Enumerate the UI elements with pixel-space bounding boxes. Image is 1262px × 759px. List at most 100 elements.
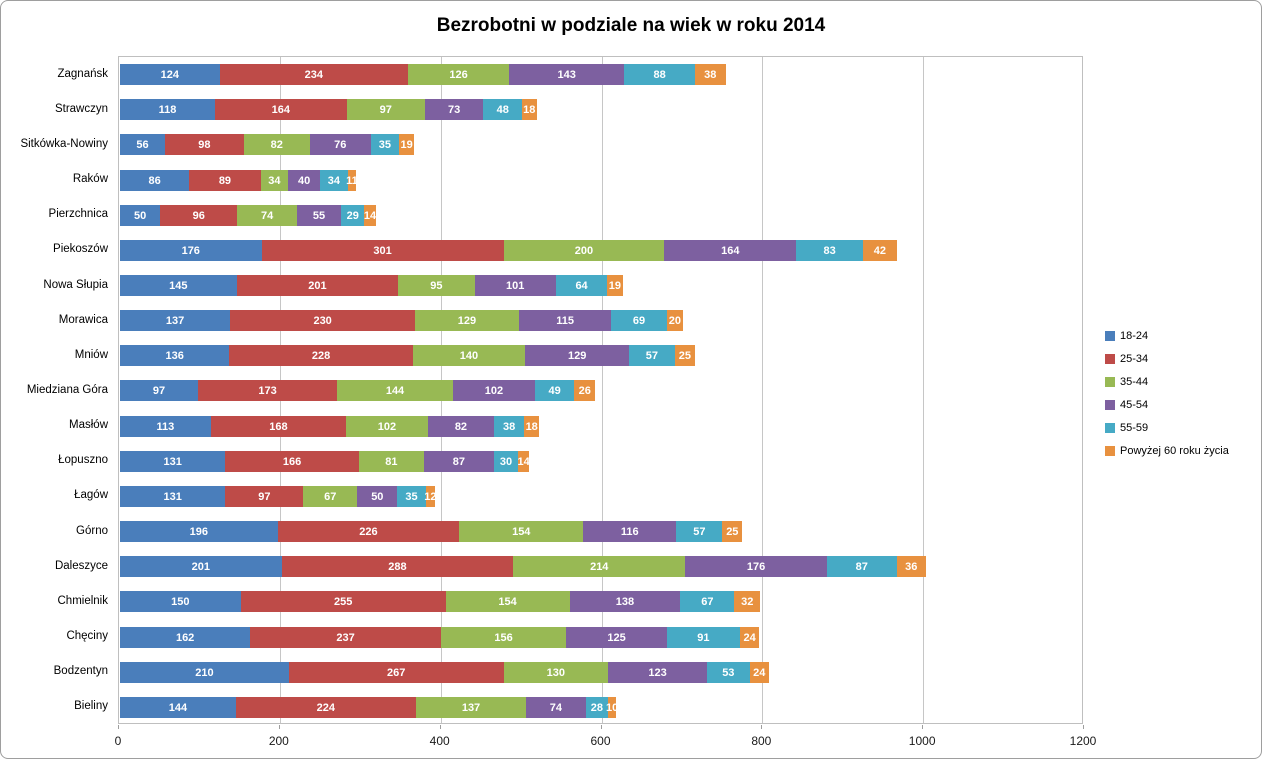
value-label: 24 <box>743 631 756 644</box>
value-label: 83 <box>823 244 836 257</box>
bar-row: 150 255 154 138 67 32 <box>120 591 761 612</box>
y-axis-category-label: Bodzentyn <box>53 665 108 677</box>
value-label: 82 <box>454 420 468 433</box>
legend-label: 45-54 <box>1120 399 1149 411</box>
bar-segment: 267 <box>288 662 504 683</box>
value-label: 81 <box>385 455 398 468</box>
bar-segment: 115 <box>518 310 612 331</box>
bar-segment: 196 <box>120 521 278 542</box>
bar-segment: 150 <box>120 591 241 612</box>
value-label: 137 <box>461 701 481 714</box>
bar-row: 124 234 126 143 88 38 <box>120 64 726 85</box>
legend-label: 35-44 <box>1120 376 1149 388</box>
gridline <box>762 57 763 723</box>
y-axis-category-label: Piekoszów <box>53 243 108 255</box>
bar-row: 113 168 102 82 38 18 <box>120 416 539 437</box>
y-axis-category-label: Miedziana Góra <box>26 384 108 396</box>
bar-segment: 156 <box>440 627 567 648</box>
value-label: 124 <box>160 68 180 81</box>
value-label: 173 <box>258 384 277 397</box>
value-label: 101 <box>506 279 525 292</box>
value-label: 131 <box>163 455 182 468</box>
y-axis-category-label: Zagnańsk <box>57 68 108 80</box>
bar-segment: 34 <box>320 170 348 191</box>
chart-title: Bezrobotni w podziale na wiek w roku 201… <box>436 15 826 36</box>
bar-segment: 18 <box>522 99 537 120</box>
y-axis-category-label: Chmielnik <box>57 595 109 607</box>
value-label: 164 <box>721 244 740 257</box>
bar-segment: 97 <box>225 486 304 507</box>
value-label: 226 <box>359 525 378 538</box>
x-axis-tick <box>601 725 602 729</box>
bar-segment: 124 <box>120 64 220 85</box>
bar-segment: 164 <box>214 99 347 120</box>
value-label: 89 <box>218 174 232 187</box>
value-label: 10 <box>605 701 619 714</box>
value-label: 88 <box>653 68 666 81</box>
bar-row: 176 301 200 164 83 42 <box>120 240 897 261</box>
value-label: 19 <box>608 279 622 292</box>
value-label: 74 <box>549 701 562 714</box>
value-label: 40 <box>298 174 311 187</box>
bar-row: 131 166 81 87 30 14 <box>120 451 530 472</box>
y-axis-category-label: Chęciny <box>66 630 108 642</box>
bar-segment: 123 <box>608 662 708 683</box>
y-axis-category-label: Łopuszno <box>58 454 108 466</box>
bar-segment: 234 <box>219 64 408 85</box>
bar-segment: 87 <box>423 451 494 472</box>
bar-segment: 57 <box>676 521 723 542</box>
bar-row: 162 237 156 125 91 24 <box>120 627 760 648</box>
x-axis-tick-label: 1000 <box>908 734 936 748</box>
value-label: 38 <box>704 68 717 81</box>
bar-row: 131 97 67 50 35 12 <box>120 486 437 507</box>
value-label: 102 <box>377 420 397 433</box>
value-label: 49 <box>548 384 561 397</box>
bar-segment: 19 <box>607 275 623 296</box>
bar-row: 97 173 144 102 49 26 <box>120 380 596 401</box>
gridline <box>602 57 603 723</box>
bar-row: 56 98 82 76 35 19 <box>120 134 415 155</box>
bar-segment: 164 <box>664 240 797 261</box>
bar-segment: 49 <box>534 380 575 401</box>
value-label: 18 <box>525 420 538 433</box>
bar-segment: 24 <box>739 627 760 648</box>
bar-segment: 176 <box>685 556 827 577</box>
bar-segment: 11 <box>346 170 358 191</box>
value-label: 201 <box>308 279 327 292</box>
bar-segment: 301 <box>261 240 504 261</box>
value-label: 140 <box>459 349 479 362</box>
bar-segment: 24 <box>749 662 769 683</box>
value-label: 28 <box>590 701 603 714</box>
value-label: 24 <box>753 666 766 679</box>
value-label: 156 <box>494 631 513 644</box>
legend-item: 45-54 <box>1105 398 1229 412</box>
x-axis-tick <box>440 725 441 729</box>
bar-segment: 64 <box>555 275 608 296</box>
value-label: 14 <box>517 455 530 468</box>
bar-segment: 201 <box>236 275 399 296</box>
value-label: 57 <box>693 525 706 538</box>
bar-segment: 42 <box>863 240 897 261</box>
bar-segment: 288 <box>281 556 514 577</box>
bar-segment: 131 <box>120 486 226 507</box>
value-label: 20 <box>668 314 681 327</box>
bar-segment: 34 <box>260 170 289 191</box>
bar-segment: 154 <box>459 521 584 542</box>
value-label: 131 <box>163 490 182 503</box>
value-label: 150 <box>171 595 190 608</box>
value-label: 76 <box>334 138 347 151</box>
y-axis-category-label: Pierzchnica <box>48 208 108 220</box>
bar-segment: 83 <box>796 240 864 261</box>
bar-segment: 102 <box>452 380 535 401</box>
bar-segment: 30 <box>493 451 519 472</box>
bar-segment: 97 <box>346 99 425 120</box>
y-axis-category-label: Masłów <box>69 419 108 431</box>
bar-segment: 25 <box>722 521 743 542</box>
value-label: 95 <box>430 279 443 292</box>
y-axis-category-label: Raków <box>72 173 108 185</box>
value-label: 176 <box>181 244 200 257</box>
bar-segment: 67 <box>680 591 735 612</box>
bar-segment: 237 <box>250 627 441 648</box>
bar-segment: 200 <box>503 240 665 261</box>
